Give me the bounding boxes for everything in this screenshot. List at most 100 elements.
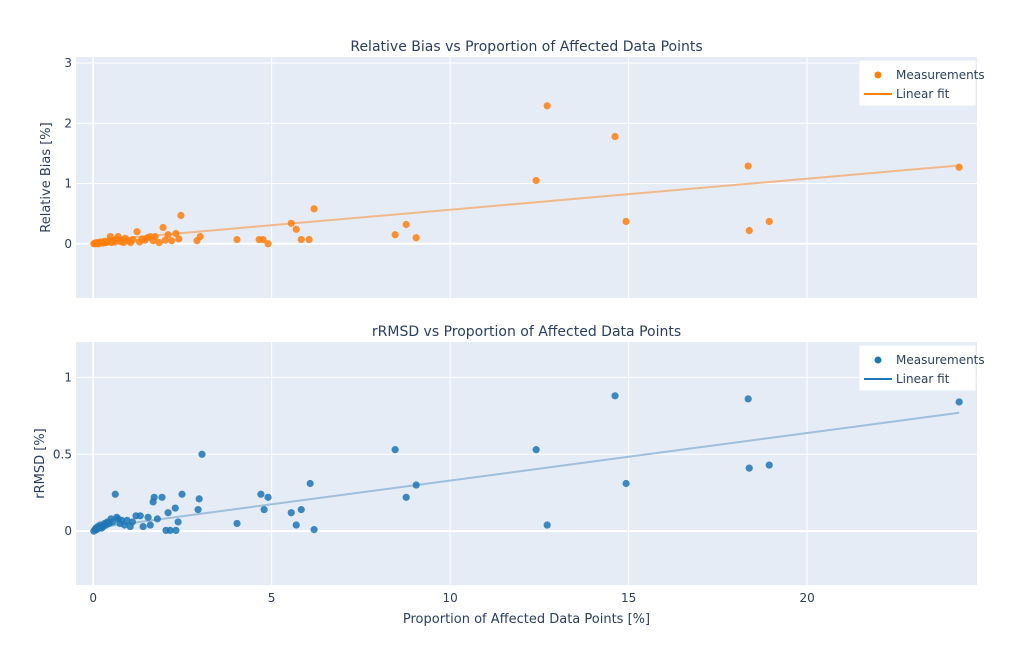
x-tick-label: 5 xyxy=(268,591,276,605)
data-point xyxy=(412,481,420,489)
data-point xyxy=(622,479,630,488)
data-point xyxy=(287,219,295,227)
legend-box xyxy=(858,59,977,107)
legend-label-linear-fit: Linear fit xyxy=(896,87,950,101)
y-tick-label: 1 xyxy=(64,177,72,191)
data-point xyxy=(144,513,152,521)
data-point xyxy=(765,461,773,469)
data-point xyxy=(153,515,161,523)
y-tick-label: 3 xyxy=(64,56,72,70)
data-point xyxy=(257,490,265,498)
data-point xyxy=(955,163,963,171)
data-point xyxy=(159,223,167,232)
data-point xyxy=(611,132,619,141)
data-point xyxy=(174,518,182,526)
data-point xyxy=(177,211,185,220)
data-point xyxy=(402,220,410,229)
data-point xyxy=(166,526,174,535)
data-point xyxy=(194,506,202,514)
data-point xyxy=(136,512,144,520)
data-point xyxy=(146,521,154,529)
data-point xyxy=(128,518,137,526)
data-point xyxy=(150,493,158,501)
data-point xyxy=(195,495,203,503)
data-point xyxy=(744,395,752,403)
data-point xyxy=(172,229,180,238)
data-point xyxy=(391,231,399,239)
data-point xyxy=(543,521,551,529)
data-point xyxy=(111,490,119,498)
data-point xyxy=(129,235,137,244)
chart-title: rRMSD vs Proportion of Affected Data Poi… xyxy=(372,324,681,340)
data-point xyxy=(198,450,206,458)
data-point xyxy=(155,238,163,247)
data-point xyxy=(172,526,180,535)
legend: Measurements Linear fit xyxy=(858,344,985,392)
data-point xyxy=(171,504,179,512)
data-point xyxy=(287,509,295,517)
data-point xyxy=(745,464,753,472)
data-point xyxy=(292,225,300,233)
x-tick-label: 0 xyxy=(89,591,97,605)
y-tick-label: 2 xyxy=(64,116,72,130)
y-tick-label: 0.5 xyxy=(53,447,72,461)
chart-title: Relative Bias vs Proportion of Affected … xyxy=(350,39,702,55)
data-point xyxy=(955,398,963,406)
data-point xyxy=(264,240,272,248)
data-point xyxy=(744,162,752,170)
legend-label-linear-fit: Linear fit xyxy=(896,372,950,386)
data-point xyxy=(532,176,540,185)
legend-label-measurements: Measurements xyxy=(896,68,985,82)
data-point xyxy=(158,493,166,501)
data-point xyxy=(139,522,147,531)
linear-fit-line xyxy=(93,164,960,242)
data-point xyxy=(260,506,268,514)
subplot-1: 0 1 2 3 Relative Bias vs Proportion of Affec… xyxy=(39,39,985,298)
data-point xyxy=(297,235,305,244)
x-axis-label: Proportion of Affected Data Points [%] xyxy=(403,612,650,627)
data-point xyxy=(175,235,183,243)
linear-fit-line xyxy=(93,411,960,530)
data-point xyxy=(164,231,172,239)
data-point xyxy=(297,506,305,514)
y-axis-label: rRMSD [%] xyxy=(33,428,48,498)
data-point xyxy=(306,479,314,488)
data-point xyxy=(745,226,753,235)
legend-marker-icon xyxy=(874,356,882,364)
data-point xyxy=(196,232,204,241)
data-point xyxy=(133,228,141,236)
data-point xyxy=(310,526,318,534)
data-point xyxy=(161,236,169,244)
plot-background xyxy=(76,342,977,585)
data-point xyxy=(543,102,551,110)
legend-marker-icon xyxy=(874,71,882,79)
data-point xyxy=(402,493,410,501)
legend-label-measurements: Measurements xyxy=(896,353,985,367)
data-point xyxy=(765,217,773,226)
y-tick-label: 0 xyxy=(64,524,72,538)
data-point xyxy=(264,493,272,501)
data-point xyxy=(305,235,313,244)
y-tick-label: 1 xyxy=(64,370,72,384)
data-point xyxy=(391,446,399,454)
data-point xyxy=(611,392,619,400)
data-point xyxy=(259,235,267,244)
data-point xyxy=(151,232,159,241)
data-point xyxy=(178,490,186,498)
data-point xyxy=(233,519,241,528)
data-point xyxy=(233,235,241,244)
legend: Measurements Linear fit xyxy=(858,59,985,107)
data-point xyxy=(292,521,300,529)
data-point xyxy=(310,205,318,213)
data-point xyxy=(412,234,420,242)
data-point xyxy=(164,509,172,517)
x-tick-label: 15 xyxy=(621,591,636,605)
y-axis-label: Relative Bias [%] xyxy=(39,122,54,232)
data-point xyxy=(532,446,540,454)
x-tick-label: 10 xyxy=(442,591,457,605)
data-point xyxy=(168,237,176,245)
x-tick-label: 20 xyxy=(799,591,814,605)
data-point xyxy=(622,217,630,226)
y-tick-label: 0 xyxy=(64,237,72,251)
